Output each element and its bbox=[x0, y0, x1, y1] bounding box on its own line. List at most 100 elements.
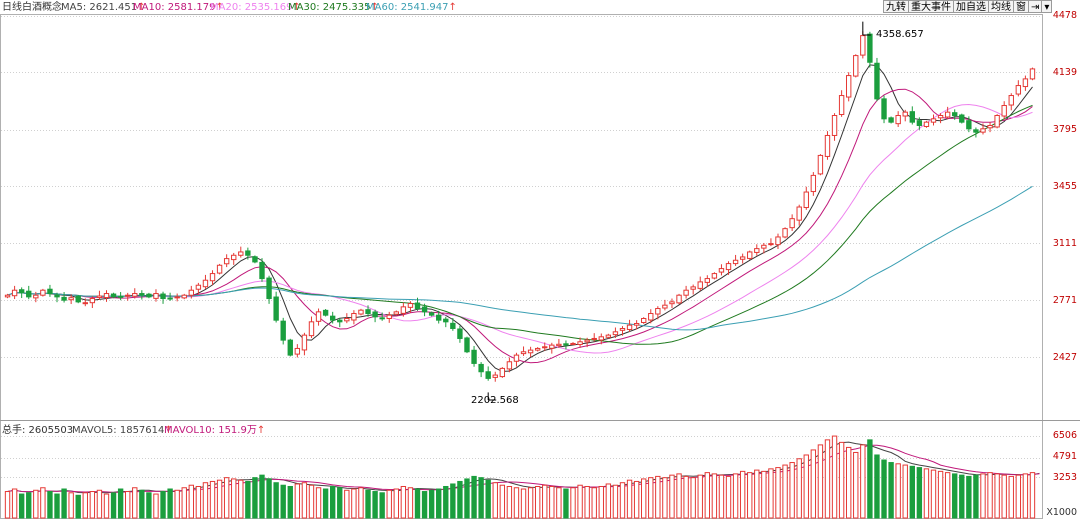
candle-body bbox=[252, 256, 258, 263]
candle-body bbox=[421, 306, 428, 313]
candle-body bbox=[344, 318, 350, 322]
volume-bar bbox=[577, 484, 583, 519]
volume-unit: X1000 bbox=[1046, 507, 1077, 518]
candle-body bbox=[577, 341, 583, 345]
total-volume: 总手: 2605503 bbox=[2, 425, 74, 436]
candle-body bbox=[61, 296, 67, 301]
volume-bar bbox=[655, 475, 661, 519]
volume-bar bbox=[457, 480, 463, 519]
volume-bar bbox=[450, 483, 456, 519]
candle-body bbox=[337, 319, 343, 323]
volume-bar bbox=[909, 465, 915, 519]
volume-bar bbox=[831, 435, 838, 519]
volume-bar bbox=[379, 492, 385, 519]
candle-body bbox=[209, 273, 216, 282]
volume-bar bbox=[89, 491, 96, 519]
candle-body bbox=[803, 191, 809, 209]
candle-body bbox=[464, 337, 470, 353]
candle-body bbox=[902, 111, 908, 117]
volume-bar bbox=[132, 487, 138, 519]
candle-body bbox=[18, 289, 25, 294]
volume-bar bbox=[612, 484, 619, 519]
candle-body bbox=[591, 337, 597, 340]
candle-body bbox=[768, 243, 774, 246]
volume-bar bbox=[202, 482, 209, 519]
volume-bar bbox=[860, 444, 866, 519]
ma-settings-button[interactable]: 均线 bbox=[988, 0, 1014, 13]
mavol5-value: MAVOL5: 1857614↑ bbox=[72, 425, 173, 436]
volume-bar bbox=[683, 475, 689, 519]
volume-tick: 4791 bbox=[1052, 451, 1077, 462]
volume-bar bbox=[796, 458, 802, 519]
window-button[interactable]: 窗 bbox=[1013, 0, 1029, 13]
dropdown-icon[interactable]: ▾ bbox=[1041, 0, 1053, 13]
candle-body bbox=[810, 174, 817, 193]
candle-body bbox=[520, 351, 527, 355]
candle-body bbox=[612, 331, 619, 336]
candle-body bbox=[923, 121, 930, 127]
volume-bar bbox=[506, 485, 513, 519]
candle-body bbox=[513, 354, 520, 362]
candle-body bbox=[669, 301, 675, 305]
volume-bar bbox=[747, 472, 753, 519]
volume-bar bbox=[492, 482, 498, 519]
candle-body bbox=[506, 361, 513, 370]
volume-bar bbox=[428, 489, 435, 519]
volume-bar bbox=[754, 469, 760, 519]
candle-body bbox=[697, 281, 703, 289]
candle-body bbox=[259, 261, 265, 280]
volume-bar bbox=[718, 474, 725, 519]
candle-body bbox=[570, 342, 576, 345]
volume-bar bbox=[676, 473, 682, 519]
volume-bar bbox=[874, 454, 880, 519]
volume-bar bbox=[916, 467, 923, 519]
volume-bar bbox=[259, 474, 265, 519]
volume-bar bbox=[994, 473, 1000, 519]
volume-bar bbox=[1008, 475, 1014, 519]
major-events-button[interactable]: 重大事件 bbox=[908, 0, 954, 13]
candle-body bbox=[817, 154, 824, 175]
ma30-line bbox=[7, 104, 1033, 345]
volume-bar bbox=[987, 472, 993, 519]
volume-bar bbox=[315, 487, 322, 519]
volume-bar bbox=[584, 485, 590, 519]
volume-bar bbox=[485, 479, 491, 519]
volume-bar bbox=[223, 477, 230, 519]
nine-turn-button[interactable]: 九转 bbox=[883, 0, 909, 13]
candle-body bbox=[329, 315, 336, 321]
volume-bar bbox=[96, 489, 103, 519]
mavol10-value: MAVOL10: 151.9万↑ bbox=[164, 425, 266, 436]
volume-bar bbox=[421, 491, 428, 519]
volume-bar bbox=[125, 491, 131, 519]
candle-body bbox=[103, 293, 110, 299]
add-favorite-button[interactable]: 加自选 bbox=[953, 0, 989, 13]
volume-bar bbox=[372, 491, 378, 519]
volume-bar bbox=[478, 477, 484, 519]
volume-bar bbox=[662, 477, 668, 519]
candle-body bbox=[747, 251, 753, 259]
volume-bar bbox=[252, 477, 258, 519]
candle-body bbox=[160, 293, 166, 300]
volume-bar bbox=[605, 483, 612, 519]
candle-body bbox=[1001, 105, 1007, 117]
volume-bar bbox=[810, 449, 817, 519]
period-label: 日线 bbox=[2, 2, 22, 13]
candle-body bbox=[704, 278, 711, 283]
volume-bar bbox=[711, 473, 718, 519]
candle-body bbox=[655, 308, 661, 315]
candle-body bbox=[47, 288, 53, 295]
candle-body bbox=[75, 295, 81, 303]
expand-icon[interactable]: ⇥ bbox=[1028, 0, 1043, 13]
chart-frame bbox=[0, 14, 1043, 519]
candle-body bbox=[930, 118, 937, 123]
volume-bar bbox=[527, 487, 534, 519]
candle-body bbox=[132, 293, 138, 297]
ma20-value: MA20: 2535.169↑ bbox=[210, 2, 301, 13]
volume-bar bbox=[40, 487, 46, 519]
candle-body bbox=[782, 228, 788, 238]
ma5-value: MA5: 2621.451↑ bbox=[61, 2, 146, 13]
ma30-value: MA30: 2475.335↑ bbox=[288, 2, 379, 13]
volume-bar bbox=[704, 472, 711, 519]
candle-body bbox=[1022, 78, 1029, 88]
